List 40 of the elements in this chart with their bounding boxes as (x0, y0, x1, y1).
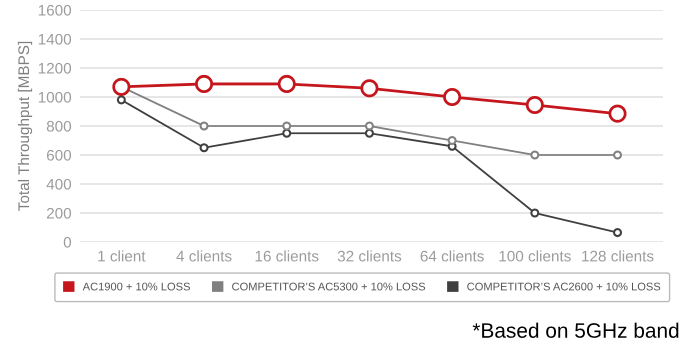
legend-label: AC1900 + 10% LOSS (82, 282, 190, 290)
point (364, 121, 374, 131)
x-tick-label: 100 clients (499, 250, 571, 262)
y-tick-label: 800 (46, 120, 72, 132)
point (530, 208, 540, 218)
text: *Based on 5GHz band (472, 322, 678, 338)
point (613, 228, 622, 238)
point (608, 104, 627, 123)
point (200, 143, 209, 152)
point (530, 150, 540, 160)
legend-label: COMPETITOR’S AC5300 + 10% LOSS (232, 282, 426, 290)
x-tick-label: 64 clients (420, 250, 484, 262)
y-tick-label: 1200 (38, 62, 72, 74)
point (282, 128, 292, 138)
point (200, 121, 209, 131)
y-tick-label: 1600 (38, 4, 72, 16)
point (282, 121, 292, 131)
y-tick-label: 0 (64, 236, 72, 248)
point (613, 150, 622, 160)
point (116, 95, 126, 104)
point (443, 88, 462, 106)
point (526, 96, 544, 114)
y-tick-label: 200 (46, 208, 72, 219)
point (448, 136, 457, 146)
x-tick-label: 128 clients (582, 250, 654, 262)
point (278, 74, 296, 93)
point (364, 128, 374, 138)
x-tick-label: 4 clients (176, 250, 232, 262)
legend-label: COMPETITOR’S AC2600 + 10% LOSS (467, 282, 660, 290)
y-tick-label: 600 (46, 150, 72, 161)
point (195, 74, 214, 93)
point (112, 78, 130, 96)
point (360, 79, 378, 98)
y-axis-title: Total Throughput [MBPS] (18, 42, 32, 211)
x-tick-label: 32 clients (338, 250, 402, 262)
x-tick-label: 16 clients (256, 250, 318, 262)
x-tick-label: 1 client (98, 250, 146, 262)
y-tick-label: 1000 (38, 92, 72, 103)
y-tick-label: 400 (46, 178, 72, 190)
y-tick-label: 1400 (38, 34, 72, 45)
